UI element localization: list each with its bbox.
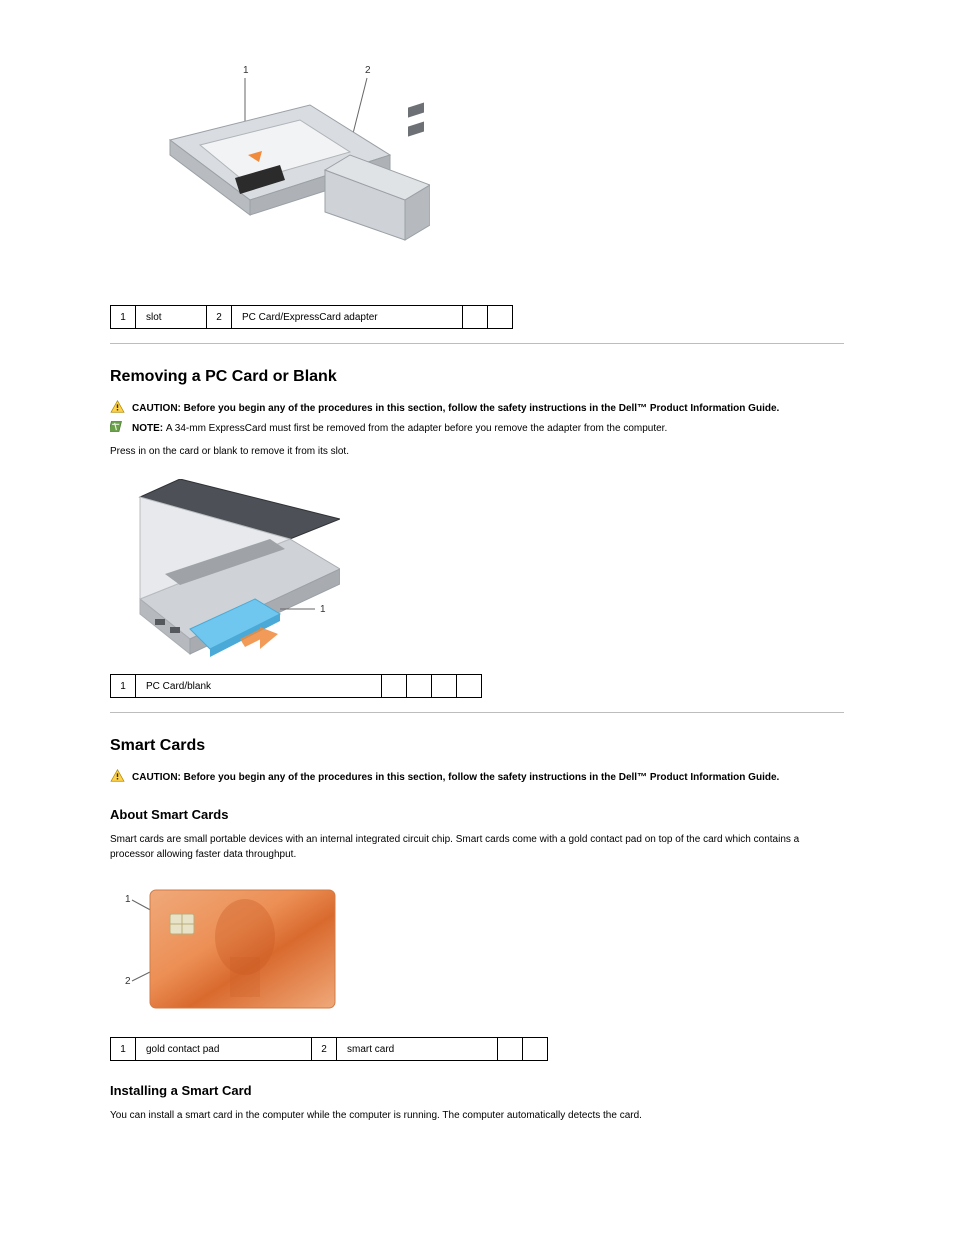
legend-table-adapter: 1 slot 2 PC Card/ExpressCard adapter — [110, 305, 513, 329]
callout-label: 2 — [365, 65, 371, 76]
note-icon — [110, 420, 125, 433]
divider — [110, 343, 844, 344]
legend-table-eject: 1 PC Card/blank — [110, 674, 482, 698]
caution-lead: CAUTION: — [132, 772, 184, 783]
legend-cell: 2 — [312, 1038, 337, 1061]
section-heading-smart-cards: Smart Cards — [110, 737, 844, 755]
legend-cell: smart card — [337, 1038, 498, 1061]
subheading-install-smart-card: Installing a Smart Card — [110, 1083, 844, 1098]
legend-cell — [488, 306, 513, 329]
svg-text:1: 1 — [125, 894, 131, 905]
paragraph: Smart cards are small portable devices w… — [110, 832, 844, 862]
legend-cell — [498, 1038, 523, 1061]
caution-icon — [110, 769, 125, 782]
legend-table-smart-card: 1 gold contact pad 2 smart card — [110, 1037, 548, 1061]
legend-cell: gold contact pad — [136, 1038, 312, 1061]
caution-text: Before you begin any of the procedures i… — [184, 772, 780, 783]
legend-cell: 2 — [207, 306, 232, 329]
svg-text:2: 2 — [125, 976, 131, 987]
caution-callout: CAUTION: Before you begin any of the pro… — [110, 769, 844, 785]
callout-label: 1 — [243, 65, 249, 76]
caution-icon — [110, 400, 125, 413]
subheading-about-smart-cards: About Smart Cards — [110, 807, 844, 822]
legend-cell — [432, 675, 457, 698]
svg-text:1: 1 — [320, 604, 326, 615]
caution-callout: CAUTION: Before you begin any of the pro… — [110, 400, 844, 416]
note-text: A 34-mm ExpressCard must first be remove… — [166, 423, 667, 434]
caution-lead: CAUTION: — [132, 403, 184, 414]
legend-cell — [463, 306, 488, 329]
legend-cell: PC Card/ExpressCard adapter — [232, 306, 463, 329]
note-callout: NOTE: A 34-mm ExpressCard must first be … — [110, 420, 844, 436]
legend-cell — [523, 1038, 548, 1061]
paragraph: Press in on the card or blank to remove … — [110, 444, 844, 459]
section-heading-remove-pc-card: Removing a PC Card or Blank — [110, 368, 844, 386]
legend-cell: 1 — [111, 675, 136, 698]
legend-cell: 1 — [111, 306, 136, 329]
figure-adapter: 1 2 — [110, 60, 844, 295]
legend-cell: PC Card/blank — [136, 675, 382, 698]
figure-smart-card: 1 2 — [110, 882, 844, 1027]
note-lead: NOTE: — [132, 423, 166, 434]
legend-cell — [457, 675, 482, 698]
paragraph: You can install a smart card in the comp… — [110, 1108, 844, 1123]
figure-laptop-eject: 1 — [110, 479, 844, 664]
legend-cell: 1 — [111, 1038, 136, 1061]
legend-cell: slot — [136, 306, 207, 329]
legend-cell — [382, 675, 407, 698]
caution-text: Before you begin any of the procedures i… — [184, 403, 780, 414]
divider — [110, 712, 844, 713]
legend-cell — [407, 675, 432, 698]
